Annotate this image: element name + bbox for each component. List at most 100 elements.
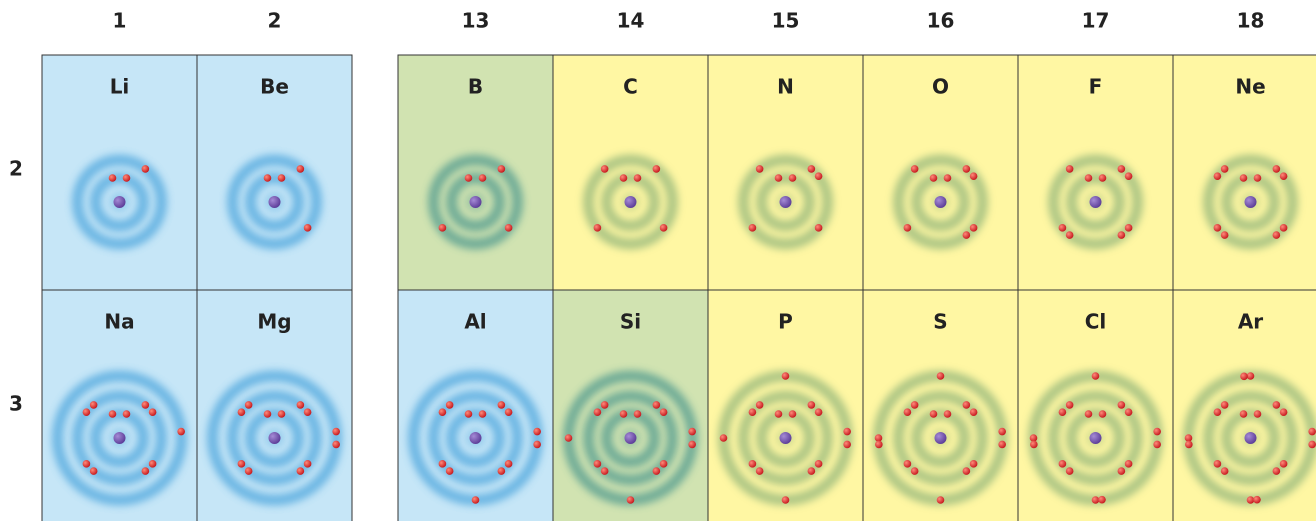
electron — [1066, 401, 1074, 409]
electron — [1221, 165, 1229, 173]
electron — [149, 460, 157, 468]
nucleus — [114, 432, 126, 444]
electron — [1247, 496, 1255, 504]
element-symbol: P — [778, 310, 793, 334]
electron — [1059, 224, 1067, 232]
element-cell: P — [708, 290, 863, 521]
electron — [1221, 467, 1229, 475]
electron — [238, 408, 246, 416]
electron — [1240, 373, 1248, 381]
electron — [465, 410, 473, 418]
electron — [875, 434, 883, 442]
electron — [808, 467, 816, 475]
electron — [1185, 434, 1193, 442]
electron — [1118, 165, 1126, 173]
electron — [749, 224, 757, 232]
element-cell: S — [863, 290, 1018, 521]
nucleus — [625, 432, 637, 444]
element-symbol: O — [932, 75, 949, 99]
electron — [304, 224, 312, 232]
period-number: 3 — [9, 392, 23, 416]
element-symbol: B — [468, 75, 483, 99]
group-number: 18 — [1237, 9, 1265, 33]
electron — [245, 401, 253, 409]
electron — [264, 410, 272, 418]
electron — [815, 408, 823, 416]
electron — [479, 174, 487, 182]
electron — [815, 224, 823, 232]
group-number: 17 — [1082, 9, 1110, 33]
electron — [875, 441, 883, 449]
electron — [660, 408, 668, 416]
electron — [142, 401, 150, 409]
electron — [1280, 460, 1288, 468]
electron — [1099, 174, 1107, 182]
electron — [149, 408, 157, 416]
electron — [937, 372, 945, 380]
electron — [998, 441, 1006, 449]
electron — [1308, 428, 1316, 436]
electron — [332, 428, 340, 436]
electron — [756, 165, 764, 173]
electron — [565, 434, 573, 442]
electron — [505, 224, 513, 232]
electron — [970, 172, 978, 180]
period-number: 2 — [9, 157, 23, 181]
electron — [479, 410, 487, 418]
nucleus — [470, 432, 482, 444]
electron — [1118, 467, 1126, 475]
electron — [109, 410, 117, 418]
electron — [83, 408, 91, 416]
electron — [775, 410, 783, 418]
electron — [1214, 460, 1222, 468]
electron — [904, 408, 912, 416]
electron — [963, 467, 971, 475]
electron — [756, 467, 764, 475]
electron — [1214, 172, 1222, 180]
electron — [1280, 224, 1288, 232]
electron — [1085, 174, 1093, 182]
element-cell: Na — [42, 290, 197, 521]
element-symbol: Cl — [1085, 310, 1107, 334]
element-symbol: F — [1089, 75, 1103, 99]
electron — [1099, 410, 1107, 418]
electron — [1273, 231, 1281, 239]
electron — [808, 165, 816, 173]
electron — [653, 165, 661, 173]
electron — [1240, 174, 1248, 182]
electron — [789, 174, 797, 182]
electron — [1066, 165, 1074, 173]
electron — [911, 401, 919, 409]
electron — [815, 460, 823, 468]
electron — [944, 174, 952, 182]
electron — [142, 165, 150, 173]
nucleus — [269, 196, 281, 208]
electron — [264, 174, 272, 182]
electron — [930, 174, 938, 182]
electron — [904, 460, 912, 468]
group-number: 2 — [268, 9, 282, 33]
electron — [1273, 165, 1281, 173]
electron — [1066, 231, 1074, 239]
electron — [789, 410, 797, 418]
electron — [533, 428, 541, 436]
electron — [123, 174, 131, 182]
electron — [278, 174, 286, 182]
electron — [304, 460, 312, 468]
electron — [944, 410, 952, 418]
element-symbol: Mg — [257, 310, 291, 334]
electron — [1185, 441, 1193, 449]
electron — [620, 410, 628, 418]
electron — [1092, 496, 1100, 504]
electron — [1253, 496, 1261, 504]
electron — [620, 174, 628, 182]
element-cell: Si — [553, 290, 708, 521]
electron — [843, 441, 851, 449]
electron — [142, 467, 150, 475]
electron — [1273, 401, 1281, 409]
electron — [1125, 224, 1133, 232]
electron — [970, 408, 978, 416]
electron — [238, 460, 246, 468]
nucleus — [269, 432, 281, 444]
electron — [1030, 434, 1038, 442]
